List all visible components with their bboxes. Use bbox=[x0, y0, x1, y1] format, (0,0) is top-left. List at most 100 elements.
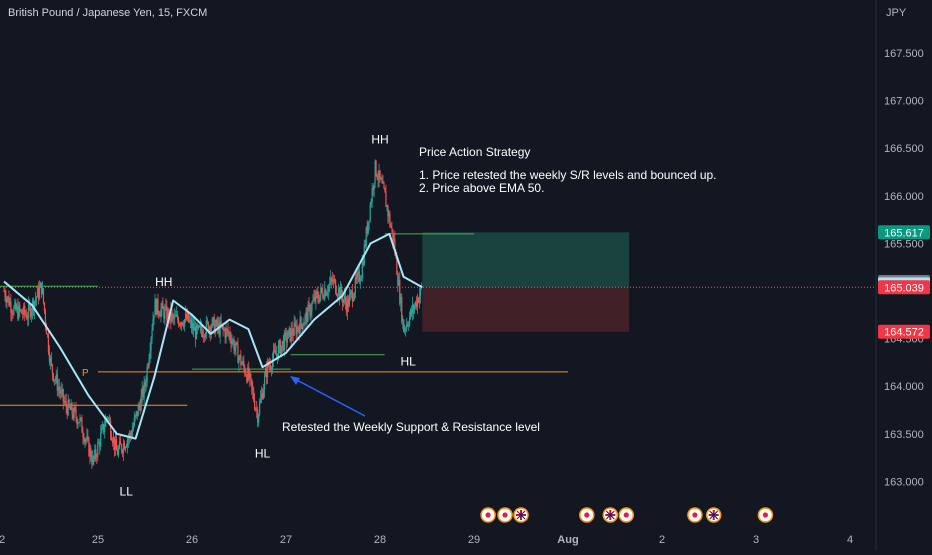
candle-body[interactable] bbox=[266, 361, 269, 378]
candle-body[interactable] bbox=[278, 340, 280, 346]
candle-body[interactable] bbox=[251, 379, 253, 388]
candle-body[interactable] bbox=[285, 332, 287, 343]
candle-body[interactable] bbox=[154, 299, 156, 315]
candle-body[interactable] bbox=[321, 288, 323, 292]
candle-body[interactable] bbox=[250, 373, 252, 380]
candle-body[interactable] bbox=[161, 303, 163, 310]
candle-body[interactable] bbox=[308, 304, 310, 306]
candle-body[interactable] bbox=[182, 322, 184, 326]
price-axis[interactable] bbox=[876, 0, 932, 550]
candle-body[interactable] bbox=[289, 327, 291, 342]
candle-body[interactable] bbox=[293, 323, 295, 336]
candle-body[interactable] bbox=[193, 326, 196, 331]
candle-body[interactable] bbox=[209, 327, 211, 334]
candle-body[interactable] bbox=[191, 323, 194, 329]
candle-body[interactable] bbox=[187, 312, 190, 322]
candle-body[interactable] bbox=[328, 285, 330, 293]
candle-body[interactable] bbox=[134, 415, 136, 418]
candle-body[interactable] bbox=[297, 326, 299, 329]
candle-body[interactable] bbox=[86, 436, 88, 441]
candle-body[interactable] bbox=[26, 315, 28, 320]
candle-body[interactable] bbox=[255, 408, 257, 410]
candle-body[interactable] bbox=[228, 332, 230, 334]
candle-body[interactable] bbox=[123, 443, 126, 450]
candle-body[interactable] bbox=[80, 417, 82, 419]
candle-body[interactable] bbox=[288, 327, 290, 331]
candle-body[interactable] bbox=[226, 328, 228, 330]
candle-body[interactable] bbox=[5, 297, 7, 303]
candle-body[interactable] bbox=[11, 312, 13, 314]
candle-body[interactable] bbox=[298, 328, 300, 334]
candle-body[interactable] bbox=[349, 292, 352, 295]
candle-body[interactable] bbox=[286, 338, 288, 343]
candle-body[interactable] bbox=[392, 229, 394, 242]
candle-body[interactable] bbox=[204, 334, 206, 338]
candle-body[interactable] bbox=[377, 178, 379, 180]
candle-body[interactable] bbox=[33, 300, 35, 311]
candle-body[interactable] bbox=[217, 323, 219, 328]
candle-body[interactable] bbox=[102, 423, 104, 428]
candle-body[interactable] bbox=[135, 411, 137, 416]
candle-body[interactable] bbox=[22, 313, 24, 315]
candle-body[interactable] bbox=[352, 298, 354, 302]
candle-body[interactable] bbox=[331, 278, 333, 281]
candle-body[interactable] bbox=[211, 318, 213, 328]
candle-body[interactable] bbox=[380, 178, 382, 180]
candle-body[interactable] bbox=[200, 325, 202, 332]
candle-body[interactable] bbox=[347, 299, 350, 307]
candle-body[interactable] bbox=[14, 302, 16, 308]
candle-body[interactable] bbox=[314, 296, 316, 302]
candle-body[interactable] bbox=[339, 286, 342, 299]
candle-body[interactable] bbox=[35, 296, 38, 300]
candle-body[interactable] bbox=[131, 429, 133, 437]
candle-body[interactable] bbox=[277, 345, 279, 359]
candle-body[interactable] bbox=[145, 382, 147, 387]
candle-body[interactable] bbox=[202, 335, 204, 337]
candle-body[interactable] bbox=[175, 315, 177, 317]
candle-body[interactable] bbox=[366, 227, 368, 234]
candle-body[interactable] bbox=[215, 319, 217, 326]
candle-body[interactable] bbox=[353, 292, 355, 299]
candle-body[interactable] bbox=[264, 368, 267, 377]
candle-body[interactable] bbox=[177, 314, 179, 321]
candle-body[interactable] bbox=[418, 295, 421, 303]
candle-body[interactable] bbox=[171, 314, 173, 321]
candle-body[interactable] bbox=[319, 295, 321, 303]
candle-body[interactable] bbox=[294, 323, 296, 326]
candle-body[interactable] bbox=[368, 220, 370, 222]
candle-body[interactable] bbox=[179, 323, 181, 326]
candle-body[interactable] bbox=[240, 355, 242, 366]
candle-body[interactable] bbox=[88, 438, 90, 457]
candle-body[interactable] bbox=[180, 323, 182, 326]
candle-body[interactable] bbox=[232, 340, 234, 342]
candle-body[interactable] bbox=[185, 313, 188, 320]
candle-body[interactable] bbox=[46, 334, 49, 336]
candle-body[interactable] bbox=[113, 436, 116, 450]
ema-50-line[interactable] bbox=[3, 232, 423, 440]
candle-body[interactable] bbox=[398, 280, 400, 286]
candle-body[interactable] bbox=[126, 440, 128, 447]
candle-body[interactable] bbox=[253, 391, 255, 401]
candle-body[interactable] bbox=[292, 334, 294, 336]
candle-body[interactable] bbox=[75, 409, 77, 418]
candle-body[interactable] bbox=[222, 325, 224, 330]
candle-body[interactable] bbox=[72, 414, 74, 418]
candle-body[interactable] bbox=[165, 305, 167, 309]
candle-body[interactable] bbox=[170, 309, 172, 321]
candle-body[interactable] bbox=[152, 318, 154, 330]
candle-body[interactable] bbox=[361, 262, 363, 278]
candle-body[interactable] bbox=[107, 417, 109, 419]
candle-body[interactable] bbox=[92, 455, 94, 464]
candle-body[interactable] bbox=[151, 329, 153, 339]
candle-body[interactable] bbox=[239, 355, 241, 358]
candle-body[interactable] bbox=[162, 303, 164, 309]
candle-body[interactable] bbox=[329, 283, 331, 286]
candle-body[interactable] bbox=[282, 340, 284, 351]
candle-body[interactable] bbox=[389, 213, 391, 226]
candle-body[interactable] bbox=[60, 389, 62, 394]
candle-body[interactable] bbox=[406, 324, 408, 329]
candle-body[interactable] bbox=[348, 294, 351, 307]
candle-body[interactable] bbox=[270, 368, 273, 370]
candle-body[interactable] bbox=[136, 411, 138, 417]
candle-body[interactable] bbox=[181, 322, 183, 326]
